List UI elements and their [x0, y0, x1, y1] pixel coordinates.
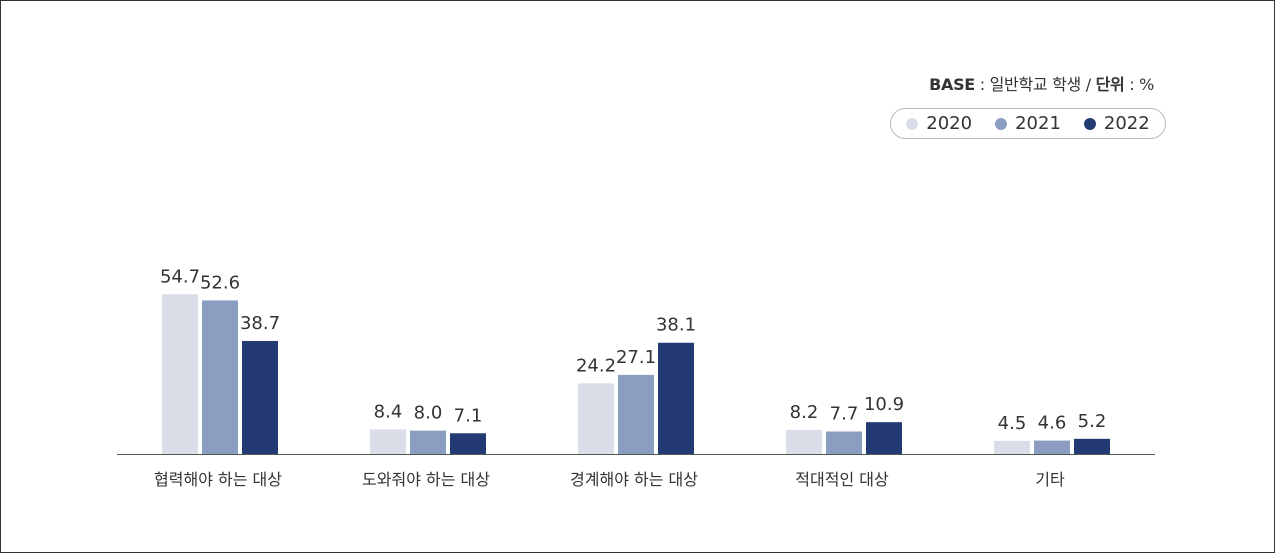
unit-label: 단위	[1095, 75, 1125, 94]
legend-label-2020: 2020	[926, 113, 973, 134]
category-label-4: 기타	[1035, 470, 1065, 489]
base-separator: :	[974, 75, 990, 94]
bar-2022-0	[242, 340, 278, 454]
bar-2022-3	[866, 422, 902, 454]
value-label-2022-0: 38.7	[240, 313, 280, 334]
base-unit-note: BASE : 일반학교 학생 / 단위 : %	[929, 71, 1154, 95]
bar-2020-0	[162, 294, 198, 454]
legend-label-2022: 2022	[1103, 113, 1150, 134]
value-label-2022-3: 10.9	[864, 394, 904, 415]
chart-legend: 2020 2021 2022	[890, 108, 1166, 139]
legend-item-2022: 2022	[1083, 113, 1150, 134]
value-label-2020-3: 8.2	[790, 402, 819, 423]
unit-value: %	[1139, 75, 1154, 94]
category-label-1: 도와줘야 하는 대상	[362, 470, 490, 489]
value-label-2021-2: 27.1	[616, 347, 656, 368]
category-label-3: 적대적인 대상	[795, 470, 889, 489]
bar-2021-0	[202, 300, 238, 454]
bar-2022-2	[658, 342, 694, 454]
value-label-2021-4: 4.6	[1038, 413, 1067, 434]
legend-label-2021: 2021	[1015, 113, 1061, 134]
value-label-2020-2: 24.2	[576, 355, 616, 376]
value-label-2020-0: 54.7	[160, 266, 200, 287]
value-label-2020-4: 4.5	[998, 413, 1027, 434]
legend-item-2021: 2021	[995, 113, 1061, 134]
category-label-2: 경계해야 하는 대상	[570, 470, 698, 489]
bar-2021-4	[1034, 440, 1070, 454]
bar-2021-1	[410, 430, 446, 454]
legend-item-2020: 2020	[906, 113, 972, 134]
bar-2022-1	[450, 433, 486, 454]
value-label-2021-0: 52.6	[200, 272, 240, 293]
bar-2020-1	[370, 429, 406, 454]
value-label-2021-3: 7.7	[830, 404, 859, 425]
base-label: BASE	[929, 75, 975, 94]
unit-separator: :	[1124, 75, 1140, 94]
bar-2020-2	[578, 383, 614, 454]
base-value: 일반학교 학생 /	[989, 75, 1096, 94]
bar-2021-2	[618, 374, 654, 454]
value-label-2020-1: 8.4	[374, 401, 403, 422]
bar-2020-3	[786, 430, 822, 454]
bar-2020-4	[994, 440, 1030, 454]
legend-swatch-2022	[1083, 117, 1096, 130]
legend-swatch-2021	[995, 117, 1008, 130]
value-label-2022-2: 38.1	[656, 315, 696, 336]
value-label-2022-1: 7.1	[454, 405, 483, 426]
value-label-2021-1: 8.0	[414, 403, 443, 424]
bar-2021-3	[826, 431, 862, 454]
legend-swatch-2020	[906, 117, 919, 130]
bar-2022-4	[1074, 438, 1110, 454]
category-label-0: 협력해야 하는 대상	[154, 470, 282, 489]
value-label-2022-4: 5.2	[1078, 411, 1107, 432]
